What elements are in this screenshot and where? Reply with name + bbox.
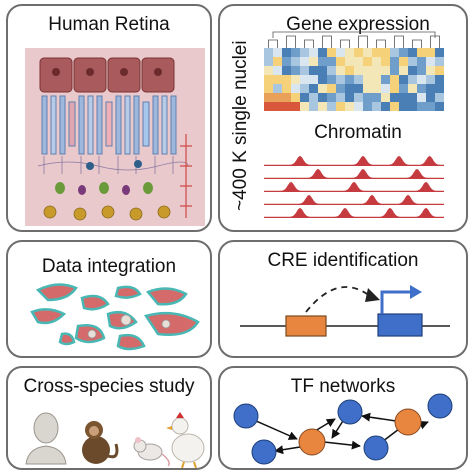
data-integration-panel: Data integration (6, 240, 212, 358)
tf-networks-title: TF networks (290, 376, 396, 397)
chromatin-tracks (264, 155, 444, 218)
cross-species-panel: Cross-species study (6, 366, 212, 470)
human-retina-title: Human Retina (48, 14, 170, 35)
tf-node (427, 393, 453, 419)
gene-expression-panel: Gene expression ~400 K single nuclei Chr… (218, 4, 468, 232)
species-icons (25, 412, 205, 468)
chromatin-track (264, 207, 444, 218)
chromatin-track (264, 155, 444, 166)
dendrogram (268, 31, 440, 48)
cross-species-title: Cross-species study (23, 376, 195, 397)
mouse-icon (133, 437, 170, 467)
human-retina-panel: Human Retina (6, 4, 212, 232)
chromatin-track (264, 181, 444, 192)
tss-arrow (380, 290, 412, 314)
network-nodes (233, 393, 453, 465)
umap-clusters (30, 283, 200, 351)
tf-networks-panel: TF networks (218, 366, 468, 470)
photoreceptor-layer (41, 95, 177, 155)
data-integration-title: Data integration (41, 256, 177, 277)
tf-node (363, 435, 389, 461)
tf-node (337, 399, 363, 425)
tf-network-graph (233, 393, 453, 465)
tf-node (298, 428, 326, 456)
cre-element (285, 315, 327, 337)
gene-chromatin-illustration (264, 31, 444, 218)
regulation-arc (305, 286, 371, 313)
bipolar-layer (55, 182, 153, 195)
tf-node (233, 403, 259, 429)
tf-node (394, 408, 422, 436)
chicken-icon (166, 412, 205, 468)
retina-illustration (25, 48, 205, 226)
cre-schematic (240, 285, 450, 337)
tf-node (251, 439, 277, 465)
ganglion-layer (43, 205, 171, 221)
cre-identification-title: CRE identification (267, 250, 419, 271)
chromatin-title: Chromatin (314, 122, 402, 143)
human-icon (25, 412, 67, 465)
rpe-layer (39, 57, 175, 93)
chromatin-track (264, 168, 444, 179)
monkey-icon (82, 421, 119, 464)
chromatin-track (264, 194, 444, 205)
expression-heatmap (264, 48, 444, 111)
target-gene (377, 313, 423, 337)
cre-identification-panel: CRE identification (218, 240, 468, 358)
gene-expression-title: Gene expression (286, 14, 430, 35)
muller-glia (180, 134, 192, 218)
horizontal-cell (86, 162, 94, 170)
